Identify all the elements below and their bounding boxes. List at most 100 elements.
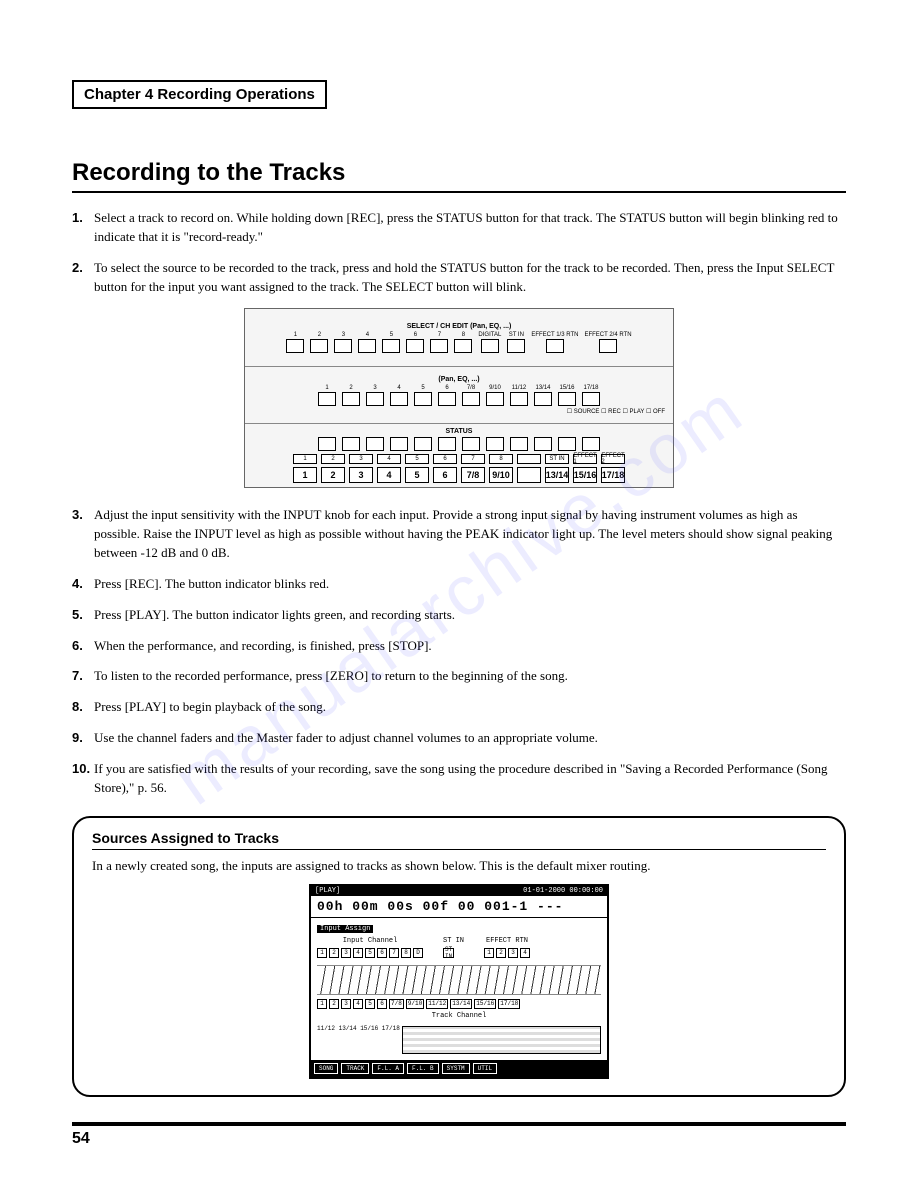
panel-select-button: 3 [334,332,352,353]
lcd-stin-label: ST IN [443,937,464,945]
lcd-track-ch: 11/12 [426,999,448,1009]
step-text: Use the channel faders and the Master fa… [94,729,846,748]
panel-select-button: 1 [286,332,304,353]
lcd-track-ch: 1 [317,999,327,1009]
step-1: 1. Select a track to record on. While ho… [72,209,846,247]
panel-small-number: EFFECT 2 [601,454,625,464]
step-number: 2. [72,259,94,297]
panel-channel-button: 17/18 [582,385,600,406]
lcd-top-right: 01-01-2000 00:00:00 [523,887,603,895]
lcd-input-ch: D [413,948,423,958]
panel-channel-button: 9/10 [486,385,504,406]
step-5: 5. Press [PLAY]. The button indicator li… [72,606,846,625]
panel-big-number: 4 [377,467,401,483]
panel-channel-button: 1 [318,385,336,406]
panel-select-button: 8 [454,332,472,353]
panel-status-button [558,437,576,451]
step-text: Press [REC]. The button indicator blinks… [94,575,846,594]
panel-row-select: SELECT / CH EDIT (Pan, EQ, ...) 12345678… [245,309,673,367]
step-text: Select a track to record on. While holdi… [94,209,846,247]
lcd-effect-rtn-label: EFFECT RTN [484,937,530,945]
lcd-tab: F.L. B [407,1063,439,1074]
lcd-fx-ch: 2 [496,948,506,958]
lcd-body: Input Assign Input Channel 12345678D ST … [311,918,607,1060]
panel-status-button [390,437,408,451]
lcd-input-ch: 6 [377,948,387,958]
status-label: STATUS [253,428,665,435]
step-number: 7. [72,667,94,686]
panel-channel-button: 5 [414,385,432,406]
panel-big-number: 9/10 [489,467,513,483]
step-number: 8. [72,698,94,717]
lcd-fx-ch: 4 [520,948,530,958]
lcd-input-ch: 7 [389,948,399,958]
panel-small-number: 8 [489,454,513,464]
section-title: Recording to the Tracks [72,159,846,193]
step-text: If you are satisfied with the results of… [94,760,846,798]
lcd-meter-area [402,1026,601,1054]
lcd-tab: UTIL [473,1063,497,1074]
lcd-track-ch: 2 [329,999,339,1009]
panel-channel-button: 13/14 [534,385,552,406]
panel-channel-button: 15/16 [558,385,576,406]
panel-status-button [582,437,600,451]
panel-small-number: EFFECT 1 [573,454,597,464]
panel-diagram: SELECT / CH EDIT (Pan, EQ, ...) 12345678… [244,308,674,488]
panel-big-number: 2 [321,467,345,483]
lcd-track-ch: 15/16 [474,999,496,1009]
panel-status-button [462,437,480,451]
lcd-screen: [PLAY] 01-01-2000 00:00:00 00h 00m 00s 0… [309,884,609,1079]
step-2: 2. To select the source to be recorded t… [72,259,846,297]
panel-small-number: ST IN [545,454,569,464]
panel-row-channels: (Pan, EQ, ...) 1234567/89/1011/1213/1415… [245,367,673,425]
panel-status-button [438,437,456,451]
panel-row-status: STATUS 12345678ST INEFFECT 1EFFECT 2 123… [245,424,673,487]
lcd-input-ch: 1 [317,948,327,958]
step-7: 7. To listen to the recorded performance… [72,667,846,686]
panel-small-number [517,454,541,464]
step-3: 3. Adjust the input sensitivity with the… [72,506,846,563]
panel-big-number: 13/14 [545,467,569,483]
step-number: 5. [72,606,94,625]
step-number: 3. [72,506,94,563]
lcd-input-ch: 8 [401,948,411,958]
steps-list: 1. Select a track to record on. While ho… [72,209,846,296]
lcd-input-channel-label: Input Channel [317,937,423,945]
panel-channel-button: 6 [438,385,456,406]
panel-small-number: 7 [461,454,485,464]
panel-status-button [342,437,360,451]
panel-status-button [534,437,552,451]
step-9: 9. Use the channel faders and the Master… [72,729,846,748]
panel-small-number: 2 [321,454,345,464]
row2-modes: ☐ SOURCE ☐ REC ☐ PLAY ☐ OFF [253,408,665,415]
lcd-track-ch: 4 [353,999,363,1009]
sources-text: In a newly created song, the inputs are … [92,858,826,874]
lcd-input-ch: 3 [341,948,351,958]
step-text: Adjust the input sensitivity with the IN… [94,506,846,563]
lcd-input-ch: 2 [329,948,339,958]
lcd-tab: F.L. A [372,1063,404,1074]
panel-small-number: 3 [349,454,373,464]
lcd-track-channel-label: Track Channel [317,1012,601,1020]
lcd-stin-box: STIN [443,948,454,958]
lcd-meter-labels: 11/12 13/14 15/16 17/18 [317,1026,400,1054]
panel-select-button: 6 [406,332,424,353]
panel-channel-button: 3 [366,385,384,406]
lcd-tab: SONG [314,1063,338,1074]
panel-select-button: 2 [310,332,328,353]
step-number: 10. [72,760,94,798]
panel-status-button [486,437,504,451]
step-text: To select the source to be recorded to t… [94,259,846,297]
step-number: 9. [72,729,94,748]
lcd-fx-ch: 1 [484,948,494,958]
lcd-top-left: [PLAY] [315,887,340,895]
step-6: 6. When the performance, and recording, … [72,637,846,656]
step-number: 1. [72,209,94,247]
lcd-meters: 11/12 13/14 15/16 17/18 [317,1026,601,1054]
panel-big-number: 3 [349,467,373,483]
select-header: SELECT / CH EDIT (Pan, EQ, ...) [253,323,665,330]
panel-select-button: EFFECT 2/4 RTN [584,332,631,353]
panel-select-button: EFFECT 1/3 RTN [531,332,578,353]
lcd-routing-lines [317,965,601,995]
lcd-tab: TRACK [341,1063,369,1074]
